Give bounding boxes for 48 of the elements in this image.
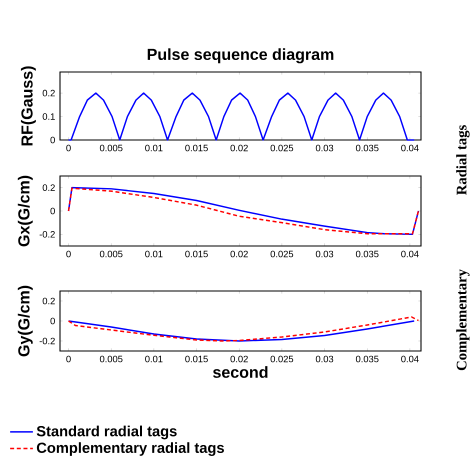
x-tick-label: 0.025 xyxy=(270,144,294,152)
y-tick-label: 0.1 xyxy=(42,113,55,120)
y-tick-label: 0 xyxy=(50,208,55,214)
x-tick-label: 0.025 xyxy=(270,250,294,258)
x-tick-label: 0 xyxy=(66,250,71,258)
y-axis-title: Gx(G/cm) xyxy=(18,176,33,246)
line-series xyxy=(68,320,415,342)
x-tick-label: 0.015 xyxy=(185,356,208,362)
legend-label: Standard radial tags xyxy=(36,426,177,440)
y-tick-label: 0 xyxy=(50,136,55,144)
x-tick-label: 0.03 xyxy=(316,250,334,258)
x-tick-label: 0.015 xyxy=(185,144,208,152)
x-tick-label: 0.015 xyxy=(185,250,208,258)
y-tick-label: -0.2 xyxy=(40,338,55,344)
x-tick-label: 0.025 xyxy=(270,356,294,362)
line-series xyxy=(68,92,415,141)
y-axis-title: RF(Gauss) xyxy=(20,66,36,146)
x-tick-label: 0.01 xyxy=(145,356,162,362)
x-tick-label: 0.01 xyxy=(145,250,162,258)
x-tick-label: 0 xyxy=(66,144,71,152)
text: Radial tags xyxy=(456,125,470,196)
x-tick-label: 0.03 xyxy=(316,356,334,362)
x-tick-label: 0.02 xyxy=(230,250,248,258)
x-tick-label: 0.04 xyxy=(401,356,419,362)
y-tick-label: 0.2 xyxy=(42,298,55,304)
y-tick-label: -0.2 xyxy=(40,231,55,238)
x-tick-label: 0.035 xyxy=(356,250,379,258)
x-tick-label: 0.04 xyxy=(401,144,419,152)
chart-title: Pulse sequence diagram xyxy=(148,48,334,64)
y-tick-label: 0.2 xyxy=(42,184,55,191)
text: Complementary xyxy=(456,269,470,370)
x-tick-label: 0.02 xyxy=(230,144,248,152)
x-tick-label: 0.03 xyxy=(316,144,334,152)
x-axis-title: second xyxy=(213,366,268,378)
x-tick-label: 0.005 xyxy=(100,250,122,258)
x-tick-label: 0.01 xyxy=(145,144,162,152)
x-tick-label: 0.005 xyxy=(100,144,122,152)
x-tick-label: 0.02 xyxy=(230,356,248,362)
line-series xyxy=(68,316,420,342)
y-tick-label: 0.2 xyxy=(42,90,55,96)
x-tick-label: 0.035 xyxy=(356,356,379,362)
x-tick-label: 0.04 xyxy=(401,250,419,258)
x-tick-label: 0.035 xyxy=(356,144,379,152)
x-tick-label: 0 xyxy=(66,356,71,362)
x-tick-label: 0.005 xyxy=(100,356,122,362)
y-axis-title: Gy(G/cm) xyxy=(18,286,33,356)
y-tick-label: 0 xyxy=(50,318,55,324)
legend-label: Complementary radial tags xyxy=(36,442,224,456)
